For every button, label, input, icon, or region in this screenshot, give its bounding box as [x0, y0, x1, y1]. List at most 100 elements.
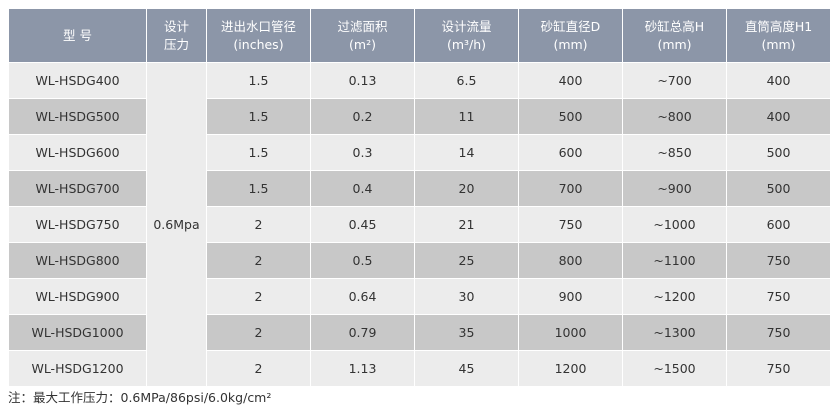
cell-flow: 14: [414, 134, 519, 171]
cell-model: WL-HSDG900: [8, 278, 147, 315]
cell-flow: 30: [414, 278, 519, 315]
cell-diameter: 700: [518, 170, 623, 207]
header-line: 进出水口管径: [220, 18, 296, 34]
cell-filter-area: 0.4: [310, 170, 415, 207]
cell-straight-height: 500: [726, 170, 831, 207]
cell-straight-height: 750: [726, 278, 831, 315]
header-filter-area: 过滤面积 (m²): [310, 8, 415, 63]
cell-flow: 25: [414, 242, 519, 279]
table-row: WL-HSDG900 2 0.64 30 900 ~1200 750: [8, 278, 831, 315]
header-row: 型 号 设计 压力 进出水口管径 (inches) 过滤面积 (m²) 设计流量…: [8, 8, 831, 63]
cell-filter-area: 0.64: [310, 278, 415, 315]
cell-diameter: 600: [518, 134, 623, 171]
cell-pipe-size: 2: [206, 350, 311, 387]
cell-straight-height: 600: [726, 206, 831, 243]
cell-pipe-size: 2: [206, 242, 311, 279]
cell-filter-area: 0.13: [310, 62, 415, 99]
table-row: WL-HSDG700 1.5 0.4 20 700 ~900 500: [8, 170, 831, 207]
cell-total-height: ~850: [622, 134, 727, 171]
cell-pipe-size: 1.5: [206, 134, 311, 171]
cell-filter-area: 0.3: [310, 134, 415, 171]
cell-flow: 11: [414, 98, 519, 135]
cell-flow: 21: [414, 206, 519, 243]
footnote: 注：最大工作压力：0.6MPa/86psi/6.0kg/cm²: [8, 390, 272, 405]
cell-pipe-size: 1.5: [206, 98, 311, 135]
header-tank-diameter: 砂缸直径D (mm): [518, 8, 623, 63]
header-line: 砂缸总高H: [644, 18, 705, 34]
header-line: 设计: [163, 18, 189, 34]
table-row: WL-HSDG600 1.5 0.3 14 600 ~850 500: [8, 134, 831, 171]
cell-total-height: ~1100: [622, 242, 727, 279]
cell-diameter: 400: [518, 62, 623, 99]
table-row: WL-HSDG1000 2 0.79 35 1000 ~1300 750: [8, 314, 831, 351]
cell-diameter: 1200: [518, 350, 623, 387]
cell-model: WL-HSDG500: [8, 98, 147, 135]
table-row: WL-HSDG800 2 0.5 25 800 ~1100 750: [8, 242, 831, 279]
cell-pipe-size: 1.5: [206, 170, 311, 207]
cell-diameter: 750: [518, 206, 623, 243]
cell-straight-height: 750: [726, 350, 831, 387]
header-line: (mm): [553, 36, 588, 52]
cell-model: WL-HSDG700: [8, 170, 147, 207]
cell-model: WL-HSDG800: [8, 242, 147, 279]
header-model: 型 号: [8, 8, 147, 63]
cell-pipe-size: 2: [206, 314, 311, 351]
cell-total-height: ~900: [622, 170, 727, 207]
header-line: (m²): [349, 36, 376, 52]
header-straight-height: 直筒高度H1 (mm): [726, 8, 831, 63]
header-line: 过滤面积: [337, 18, 388, 34]
header-line: 压力: [163, 36, 189, 52]
header-line: (mm): [761, 36, 796, 52]
cell-filter-area: 0.45: [310, 206, 415, 243]
cell-model: WL-HSDG750: [8, 206, 147, 243]
cell-diameter: 900: [518, 278, 623, 315]
header-line: 砂缸直径D: [540, 18, 601, 34]
cell-model: WL-HSDG600: [8, 134, 147, 171]
table-row: WL-HSDG500 1.5 0.2 11 500 ~800 400: [8, 98, 831, 135]
cell-diameter: 500: [518, 98, 623, 135]
cell-flow: 20: [414, 170, 519, 207]
header-tank-height: 砂缸总高H (mm): [622, 8, 727, 63]
cell-design-pressure: 0.6Mpa: [146, 62, 207, 387]
cell-straight-height: 500: [726, 134, 831, 171]
cell-model: WL-HSDG400: [8, 62, 147, 99]
cell-pipe-size: 1.5: [206, 62, 311, 99]
header-design-flow: 设计流量 (m³/h): [414, 8, 519, 63]
cell-total-height: ~1300: [622, 314, 727, 351]
cell-flow: 35: [414, 314, 519, 351]
header-line: 型 号: [63, 27, 92, 43]
cell-straight-height: 750: [726, 314, 831, 351]
cell-diameter: 800: [518, 242, 623, 279]
cell-flow: 45: [414, 350, 519, 387]
spec-table: 型 号 设计 压力 进出水口管径 (inches) 过滤面积 (m²) 设计流量…: [8, 8, 831, 387]
header-line: (mm): [657, 36, 692, 52]
table-row: WL-HSDG750 2 0.45 21 750 ~1000 600: [8, 206, 831, 243]
cell-pipe-size: 2: [206, 206, 311, 243]
cell-filter-area: 1.13: [310, 350, 415, 387]
cell-total-height: ~700: [622, 62, 727, 99]
header-line: (m³/h): [446, 36, 487, 52]
cell-total-height: ~800: [622, 98, 727, 135]
cell-total-height: ~1200: [622, 278, 727, 315]
table-row: WL-HSDG400 0.6Mpa 1.5 0.13 6.5 400 ~700 …: [8, 62, 831, 387]
header-line: 直筒高度H1: [744, 18, 813, 34]
cell-filter-area: 0.2: [310, 98, 415, 135]
cell-total-height: ~1000: [622, 206, 727, 243]
cell-straight-height: 400: [726, 98, 831, 135]
cell-diameter: 1000: [518, 314, 623, 351]
header-design-pressure: 设计 压力: [146, 8, 207, 63]
cell-model: WL-HSDG1000: [8, 314, 147, 351]
cell-total-height: ~1500: [622, 350, 727, 387]
table-row: WL-HSDG1200 2 1.13 45 1200 ~1500 750: [8, 350, 831, 387]
header-line: (inches): [233, 36, 284, 52]
cell-straight-height: 750: [726, 242, 831, 279]
cell-straight-height: 400: [726, 62, 831, 99]
cell-model: WL-HSDG1200: [8, 350, 147, 387]
header-line: 设计流量: [441, 18, 492, 34]
cell-flow: 6.5: [414, 62, 519, 99]
cell-filter-area: 0.5: [310, 242, 415, 279]
cell-filter-area: 0.79: [310, 314, 415, 351]
cell-pipe-size: 2: [206, 278, 311, 315]
header-inlet-outlet-size: 进出水口管径 (inches): [206, 8, 311, 63]
